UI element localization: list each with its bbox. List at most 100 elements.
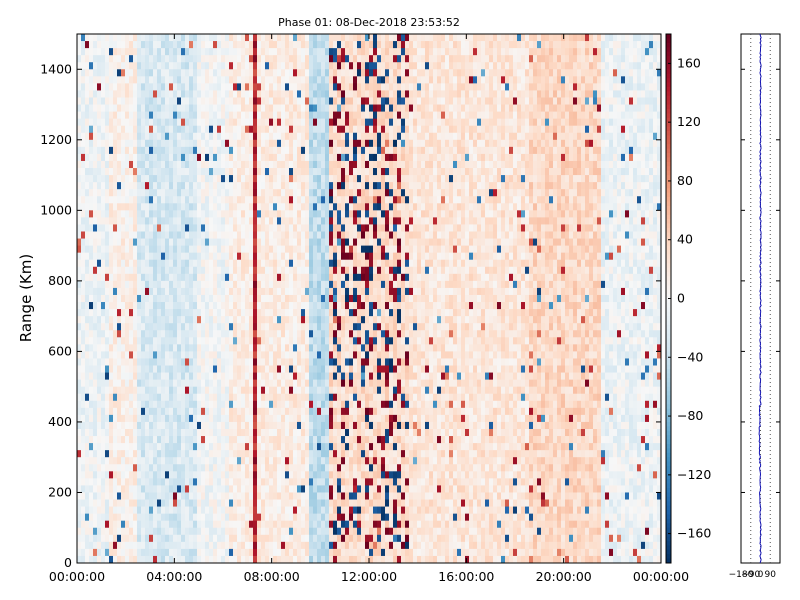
heatmap-cell [101, 478, 106, 486]
heatmap-cell [197, 294, 202, 303]
heatmap-cell [197, 245, 202, 254]
heatmap-cell [209, 471, 214, 479]
heatmap-cell [301, 358, 306, 366]
heatmap-cell [293, 520, 298, 529]
heatmap-cell [265, 323, 270, 331]
heatmap-cell [101, 386, 106, 395]
heatmap-cell [297, 76, 302, 84]
heatmap-cell [165, 69, 170, 77]
heatmap-cell [157, 224, 162, 232]
heatmap-cell [297, 146, 302, 155]
heatmap-cell [97, 541, 102, 550]
heatmap-cell [341, 217, 346, 225]
heatmap-cell [85, 104, 90, 112]
heatmap-cell [161, 280, 166, 289]
heatmap-cell [201, 436, 206, 444]
heatmap-cell [253, 555, 258, 564]
heatmap-cell [145, 393, 150, 402]
heatmap-cell [133, 83, 138, 91]
heatmap-cell [133, 302, 138, 310]
heatmap-cell [225, 513, 230, 522]
heatmap-cell [329, 457, 334, 465]
heatmap-cell [125, 436, 130, 444]
heatmap-cell [285, 231, 290, 239]
heatmap-cell [149, 90, 154, 98]
heatmap-cell [273, 393, 278, 402]
heatmap-cell [197, 266, 202, 275]
heatmap-cell [281, 189, 286, 197]
heatmap-cell [109, 203, 114, 211]
heatmap-cell [77, 457, 82, 465]
heatmap-cell [205, 450, 210, 458]
heatmap-cell [169, 273, 174, 282]
heatmap-cell [205, 485, 210, 493]
heatmap-cell [333, 259, 338, 268]
heatmap-cell [89, 316, 94, 324]
heatmap-cell [121, 534, 126, 543]
heatmap-cell [221, 118, 226, 127]
heatmap-cell [129, 302, 134, 310]
heatmap-cell [129, 450, 134, 458]
heatmap-cell [185, 238, 190, 246]
heatmap-cell [221, 160, 226, 169]
heatmap-cell [81, 464, 86, 472]
heatmap-cell [233, 90, 238, 98]
heatmap-cell [141, 421, 146, 430]
heatmap-cell [205, 153, 210, 162]
heatmap-cell [93, 372, 98, 381]
heatmap-cell [169, 287, 174, 296]
heatmap-cell [101, 245, 106, 254]
heatmap-cell [217, 146, 222, 155]
heatmap-cell [177, 386, 182, 395]
heatmap-cell [269, 189, 274, 197]
heatmap-cell [165, 203, 170, 211]
heatmap-cell [241, 83, 246, 91]
heatmap-cell [121, 548, 126, 557]
heatmap-cell [257, 280, 262, 289]
heatmap-cell [249, 196, 254, 204]
heatmap-cell [233, 175, 238, 183]
heatmap-cell [333, 450, 338, 458]
heatmap-cell [149, 414, 154, 423]
heatmap-cell [193, 224, 198, 232]
heatmap-cell [129, 189, 134, 197]
heatmap-cell [257, 478, 262, 486]
heatmap-cell [305, 478, 310, 486]
heatmap-cell [217, 478, 222, 486]
heatmap-cell [125, 428, 130, 437]
heatmap-cell [273, 541, 278, 550]
heatmap-cell [309, 273, 314, 282]
heatmap-cell [265, 294, 270, 303]
heatmap-cell [201, 125, 206, 134]
heatmap-cell [93, 443, 98, 451]
heatmap-cell [117, 372, 122, 381]
heatmap-cell [153, 168, 158, 176]
heatmap-cell [277, 224, 282, 232]
heatmap-cell [221, 90, 226, 98]
heatmap-cell [193, 400, 198, 409]
heatmap-cell [337, 189, 342, 197]
heatmap-cell [221, 541, 226, 550]
heatmap-cell [121, 168, 126, 176]
heatmap-cell [333, 421, 338, 430]
heatmap-cell [89, 351, 94, 359]
heatmap-cell [217, 238, 222, 246]
heatmap-cell [273, 273, 278, 282]
heatmap-cell [181, 287, 186, 296]
heatmap-cell [177, 83, 182, 91]
heatmap-cell [161, 499, 166, 507]
heatmap-cell [105, 69, 110, 77]
heatmap-cell [289, 69, 294, 77]
heatmap-cell [165, 555, 170, 564]
heatmap-cell [261, 83, 266, 91]
heatmap-cell [329, 478, 334, 486]
heatmap-cell [229, 245, 234, 254]
heatmap-cell [157, 344, 162, 352]
heatmap-cell [245, 309, 250, 317]
heatmap-cell [129, 316, 134, 324]
heatmap-cell [277, 34, 282, 42]
heatmap-cell [297, 245, 302, 254]
heatmap-cell [89, 224, 94, 232]
heatmap-cell [189, 400, 194, 409]
heatmap-cell [285, 464, 290, 472]
